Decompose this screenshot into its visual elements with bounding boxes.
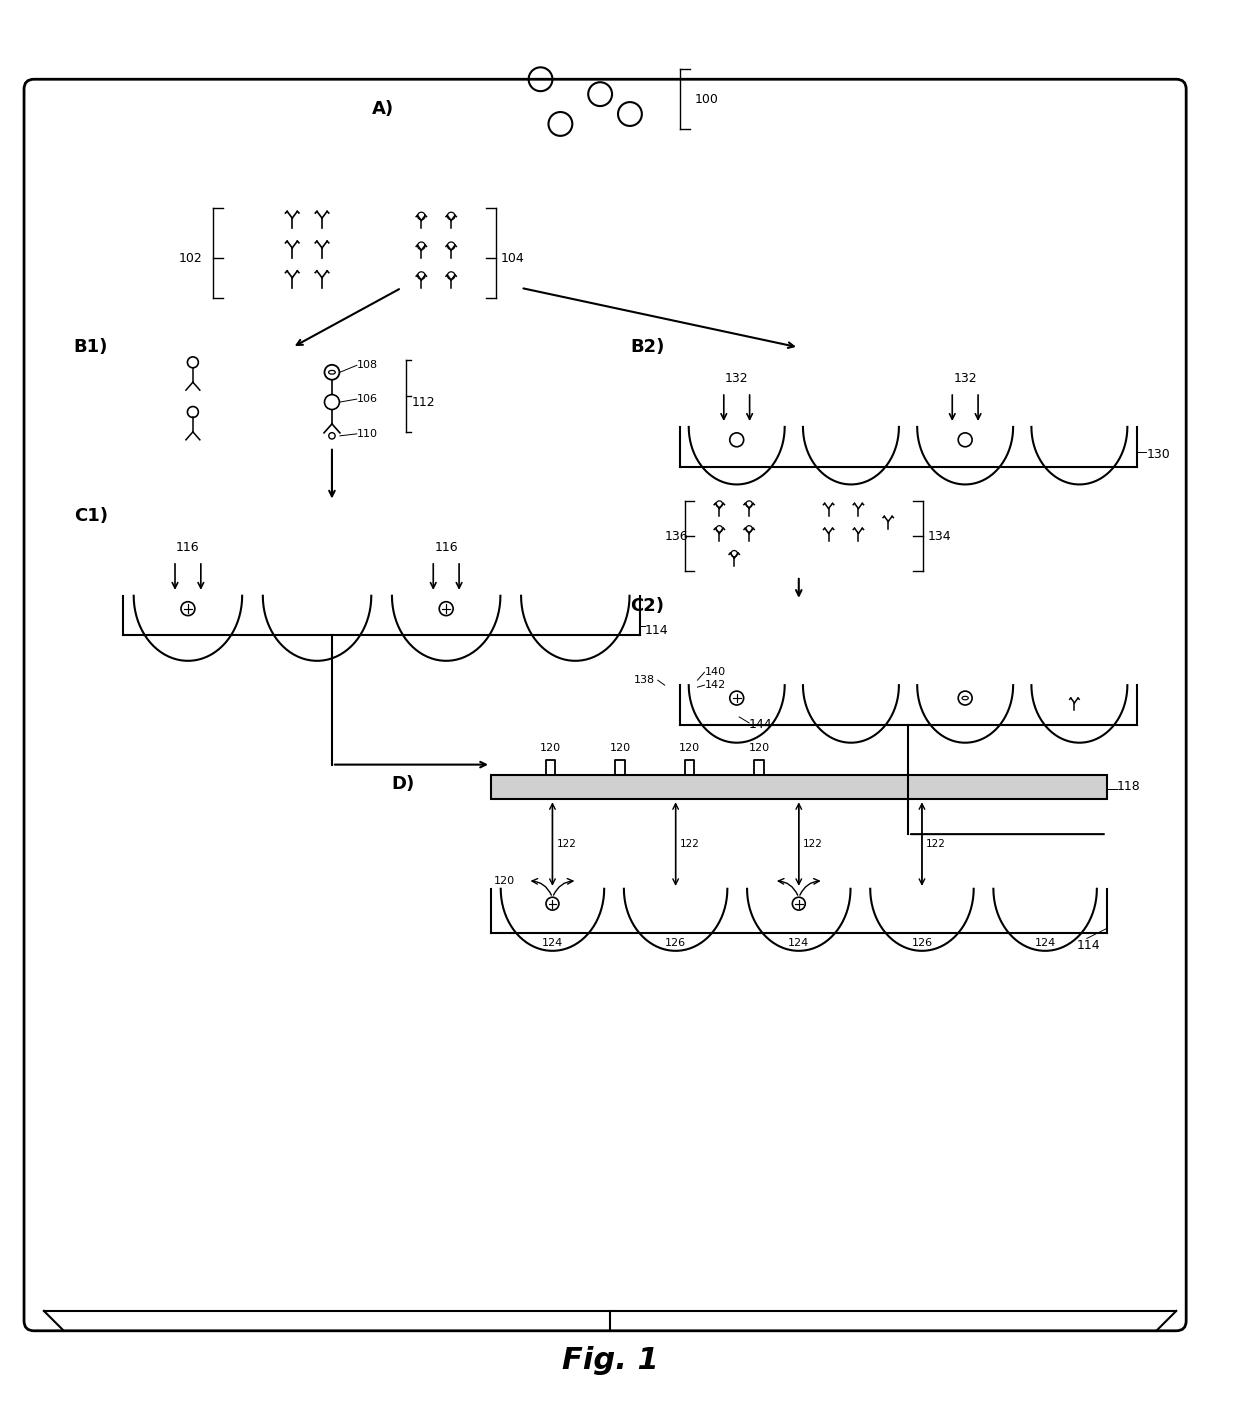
Text: 114: 114: [1076, 940, 1101, 952]
Text: 132: 132: [954, 372, 977, 385]
Text: 116: 116: [434, 541, 458, 555]
Text: 130: 130: [1147, 449, 1171, 461]
Text: 100: 100: [694, 92, 718, 106]
Text: 142: 142: [704, 681, 725, 691]
Text: D): D): [392, 775, 415, 794]
Text: B1): B1): [73, 338, 108, 357]
Text: 106: 106: [357, 395, 378, 405]
Text: 116: 116: [176, 541, 200, 555]
Text: 108: 108: [357, 361, 378, 371]
Text: 122: 122: [926, 839, 946, 849]
Text: 120: 120: [680, 743, 701, 753]
Text: 122: 122: [680, 839, 699, 849]
Text: C1): C1): [73, 508, 108, 525]
Text: C2): C2): [630, 597, 663, 614]
Text: B2): B2): [630, 338, 665, 357]
Text: 124: 124: [789, 938, 810, 948]
Text: 120: 120: [609, 743, 631, 753]
Text: 120: 120: [494, 876, 515, 886]
Text: 104: 104: [501, 252, 525, 265]
Text: 120: 120: [749, 743, 770, 753]
Text: 120: 120: [539, 743, 560, 753]
Text: 124: 124: [1034, 938, 1055, 948]
Text: 124: 124: [542, 938, 563, 948]
Text: 126: 126: [665, 938, 686, 948]
Text: 114: 114: [645, 624, 668, 637]
Text: 138: 138: [634, 675, 655, 685]
Text: 126: 126: [911, 938, 932, 948]
Text: 122: 122: [557, 839, 577, 849]
Text: 118: 118: [1117, 780, 1141, 792]
Text: 144: 144: [749, 719, 773, 732]
Text: Fig. 1: Fig. 1: [562, 1346, 658, 1375]
Text: 140: 140: [704, 668, 725, 678]
Text: 110: 110: [357, 429, 378, 439]
Text: 112: 112: [412, 396, 435, 409]
Text: 102: 102: [179, 252, 203, 265]
Text: 134: 134: [928, 529, 951, 543]
Text: 136: 136: [665, 529, 688, 543]
Text: 122: 122: [802, 839, 822, 849]
Text: 132: 132: [725, 372, 749, 385]
Bar: [491, 774, 1107, 799]
Text: A): A): [372, 100, 394, 117]
